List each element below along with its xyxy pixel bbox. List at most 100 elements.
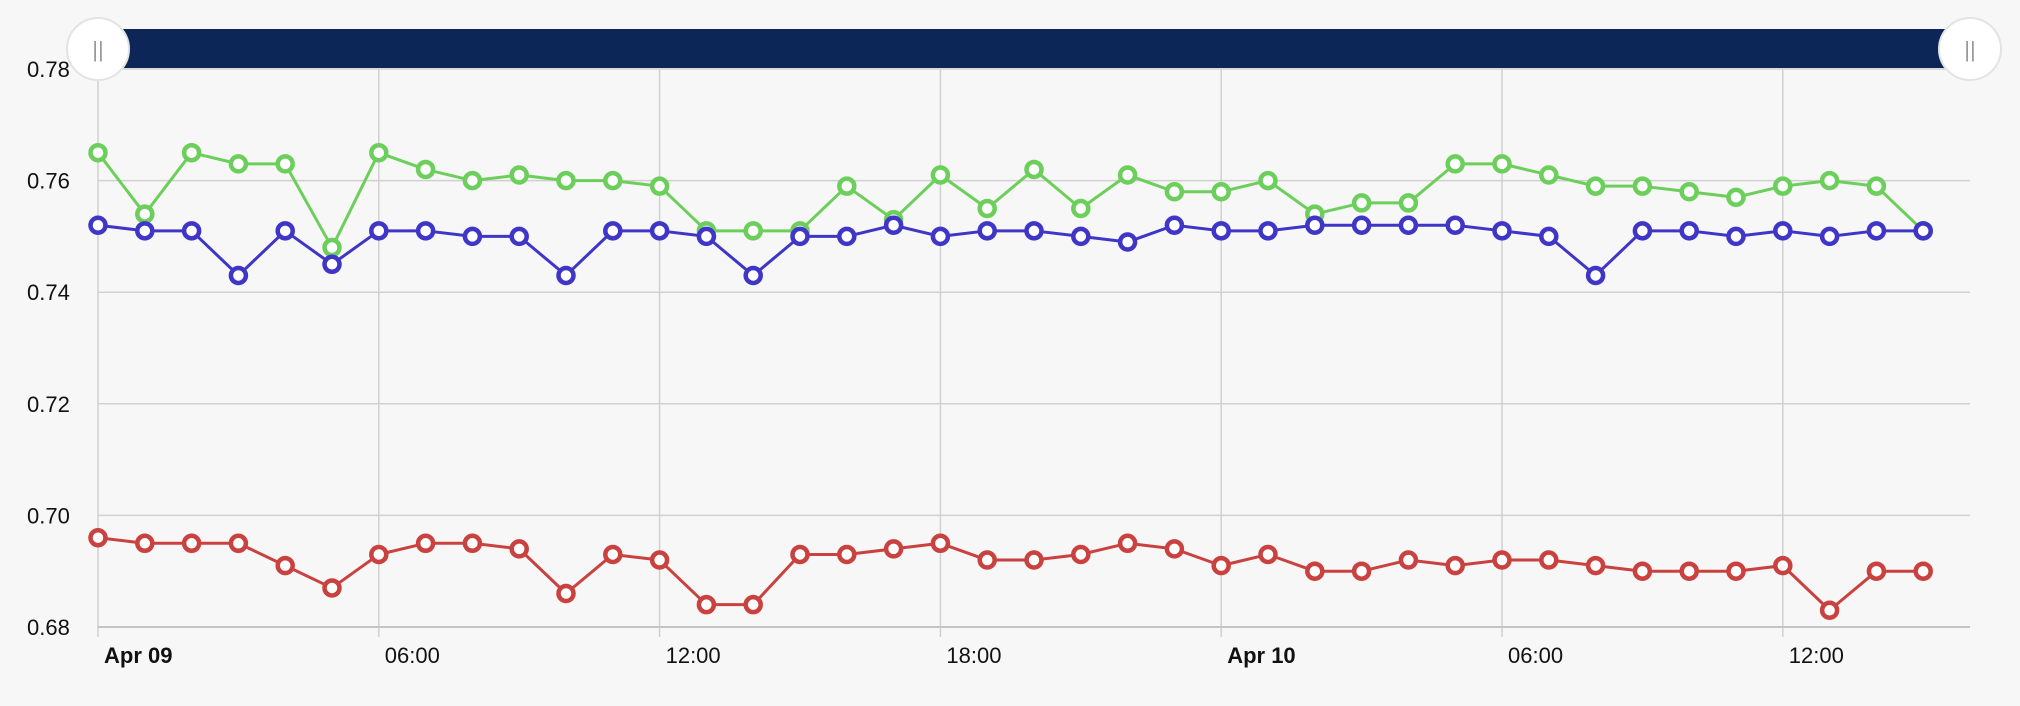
data-point[interactable] xyxy=(743,221,763,241)
data-point[interactable] xyxy=(415,221,436,241)
navigator-range-bar[interactable] xyxy=(98,29,1970,68)
data-point[interactable] xyxy=(1211,182,1231,202)
data-point[interactable] xyxy=(1258,544,1278,565)
data-point[interactable] xyxy=(509,165,529,185)
data-point[interactable] xyxy=(977,198,997,219)
data-point[interactable] xyxy=(322,578,342,598)
data-point[interactable] xyxy=(743,265,763,286)
data-point[interactable] xyxy=(883,539,904,559)
data-point[interactable] xyxy=(228,265,249,286)
data-point[interactable] xyxy=(1726,561,1746,581)
data-point[interactable] xyxy=(509,226,529,247)
data-point[interactable] xyxy=(1024,221,1044,241)
data-point[interactable] xyxy=(1258,221,1278,241)
data-point[interactable] xyxy=(228,533,249,554)
data-point[interactable] xyxy=(1866,221,1887,241)
navigator-left-handle[interactable]: || xyxy=(66,17,130,81)
data-point[interactable] xyxy=(1351,561,1372,581)
data-point[interactable] xyxy=(1539,550,1559,570)
data-point[interactable] xyxy=(88,142,108,163)
data-point[interactable] xyxy=(1632,176,1653,196)
data-point[interactable] xyxy=(1773,555,1793,576)
data-point[interactable] xyxy=(649,176,670,196)
data-point[interactable] xyxy=(696,226,717,247)
data-point[interactable] xyxy=(1445,555,1465,576)
data-point[interactable] xyxy=(1679,561,1699,581)
data-point[interactable] xyxy=(1305,215,1325,235)
data-point[interactable] xyxy=(1913,221,1933,241)
data-point[interactable] xyxy=(1398,193,1419,213)
navigator[interactable]: || || xyxy=(66,17,2002,81)
data-point[interactable] xyxy=(275,221,295,241)
data-point[interactable] xyxy=(1117,165,1138,185)
data-point[interactable] xyxy=(1211,221,1231,241)
data-point[interactable] xyxy=(1819,226,1840,247)
data-point[interactable] xyxy=(1071,226,1091,247)
data-point[interactable] xyxy=(1866,176,1887,196)
data-point[interactable] xyxy=(1351,193,1372,213)
data-point[interactable] xyxy=(649,550,670,570)
data-point[interactable] xyxy=(135,533,155,554)
data-point[interactable] xyxy=(1445,154,1465,174)
data-point[interactable] xyxy=(649,221,670,241)
data-point[interactable] xyxy=(977,221,997,241)
data-point[interactable] xyxy=(1585,176,1606,196)
data-point[interactable] xyxy=(696,594,717,615)
data-point[interactable] xyxy=(837,226,857,247)
data-point[interactable] xyxy=(322,254,342,275)
data-point[interactable] xyxy=(509,539,529,559)
data-point[interactable] xyxy=(1351,215,1372,235)
data-point[interactable] xyxy=(462,533,483,554)
data-point[interactable] xyxy=(930,226,951,247)
data-point[interactable] xyxy=(1445,215,1465,235)
data-point[interactable] xyxy=(1539,226,1559,247)
data-point[interactable] xyxy=(1398,215,1419,235)
data-point[interactable] xyxy=(556,170,576,191)
data-point[interactable] xyxy=(1305,561,1325,581)
data-point[interactable] xyxy=(181,142,202,163)
data-point[interactable] xyxy=(1866,561,1887,581)
data-point[interactable] xyxy=(1492,550,1512,570)
data-point[interactable] xyxy=(837,176,857,196)
data-point[interactable] xyxy=(1726,226,1746,247)
data-point[interactable] xyxy=(1211,555,1231,576)
data-point[interactable] xyxy=(883,215,904,235)
data-point[interactable] xyxy=(743,594,763,615)
data-point[interactable] xyxy=(1679,221,1699,241)
data-point[interactable] xyxy=(228,154,249,174)
data-point[interactable] xyxy=(415,159,436,180)
data-point[interactable] xyxy=(1164,182,1185,202)
data-point[interactable] xyxy=(930,165,951,185)
data-point[interactable] xyxy=(369,142,389,163)
data-point[interactable] xyxy=(1492,154,1512,174)
data-point[interactable] xyxy=(1585,555,1606,576)
data-point[interactable] xyxy=(135,204,155,224)
data-point[interactable] xyxy=(1773,221,1793,241)
data-point[interactable] xyxy=(1819,600,1840,621)
data-point[interactable] xyxy=(1585,265,1606,286)
navigator-right-handle[interactable]: || xyxy=(1938,17,2002,81)
data-point[interactable] xyxy=(837,544,857,565)
data-point[interactable] xyxy=(415,533,436,554)
data-point[interactable] xyxy=(1024,550,1044,570)
data-point[interactable] xyxy=(603,170,623,191)
data-point[interactable] xyxy=(1773,176,1793,196)
data-point[interactable] xyxy=(790,226,810,247)
data-point[interactable] xyxy=(603,221,623,241)
data-point[interactable] xyxy=(275,555,295,576)
data-point[interactable] xyxy=(930,533,951,554)
data-point[interactable] xyxy=(1913,561,1933,581)
data-point[interactable] xyxy=(181,221,202,241)
data-point[interactable] xyxy=(275,154,295,174)
data-point[interactable] xyxy=(1539,165,1559,185)
data-point[interactable] xyxy=(556,583,576,604)
data-point[interactable] xyxy=(88,527,108,548)
data-point[interactable] xyxy=(462,226,483,247)
data-point[interactable] xyxy=(369,221,389,241)
data-point[interactable] xyxy=(1071,544,1091,565)
data-point[interactable] xyxy=(556,265,576,286)
data-point[interactable] xyxy=(1726,187,1746,208)
data-point[interactable] xyxy=(1071,198,1091,219)
data-point[interactable] xyxy=(1117,533,1138,554)
data-point[interactable] xyxy=(1679,182,1699,202)
